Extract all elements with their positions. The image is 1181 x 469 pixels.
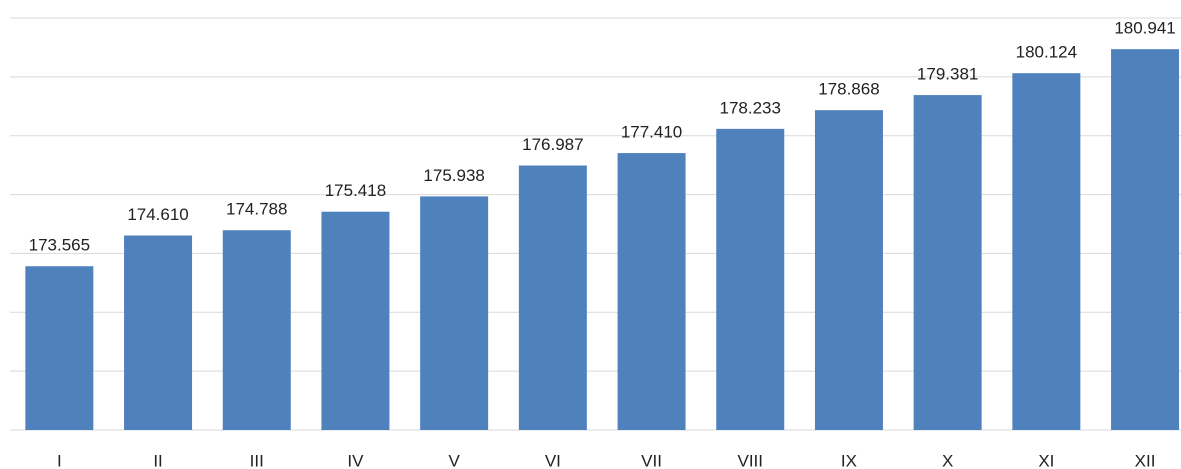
data-label: 176.987 <box>522 135 583 154</box>
x-tick-label: VII <box>641 451 662 469</box>
bar <box>814 110 883 430</box>
bar <box>1111 49 1180 430</box>
x-tick-label: VI <box>545 451 561 469</box>
data-label: 178.233 <box>720 98 781 117</box>
bar <box>716 128 785 430</box>
data-label: 173.565 <box>29 236 90 255</box>
bar <box>1012 73 1081 430</box>
data-label: 174.610 <box>127 205 188 224</box>
x-tick-label: V <box>448 451 460 469</box>
x-tick-label: VIII <box>737 451 763 469</box>
x-tick-label: IX <box>841 451 857 469</box>
data-label: 175.418 <box>325 181 386 200</box>
bar <box>617 153 686 430</box>
x-tick-label: II <box>153 451 162 469</box>
x-tick-label: XI <box>1038 451 1054 469</box>
x-tick-label: X <box>942 451 953 469</box>
bar <box>124 235 193 430</box>
bar <box>518 165 587 430</box>
x-tick-label: IV <box>347 451 364 469</box>
bar <box>222 230 291 430</box>
data-label: 174.788 <box>226 200 287 219</box>
x-tick-label: III <box>250 451 264 469</box>
data-label: 179.381 <box>917 65 978 84</box>
bar <box>321 211 390 430</box>
data-label: 180.124 <box>1016 43 1077 62</box>
x-tick-label: I <box>57 451 62 469</box>
data-label: 175.938 <box>423 166 484 185</box>
x-tick-label: XII <box>1135 451 1156 469</box>
data-label: 180.941 <box>1114 19 1175 38</box>
bar <box>913 95 982 430</box>
bar <box>420 196 489 430</box>
data-label: 178.868 <box>818 80 879 99</box>
data-label: 177.410 <box>621 123 682 142</box>
bar <box>25 266 94 430</box>
